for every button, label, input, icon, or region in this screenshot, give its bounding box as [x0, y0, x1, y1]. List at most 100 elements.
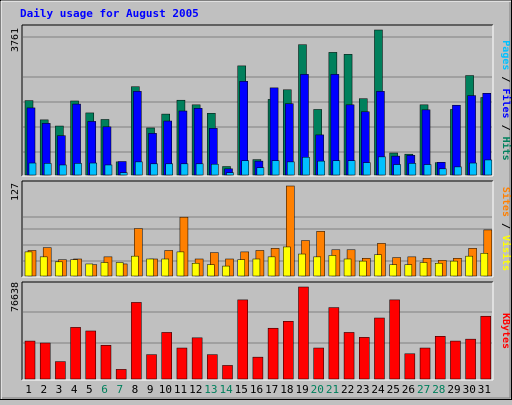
bar-pages	[302, 157, 310, 176]
x-tick-label: 20	[311, 383, 324, 396]
x-tick-label: 29	[447, 383, 460, 396]
x-tick-label: 24	[371, 383, 385, 396]
x-tick-label: 12	[189, 383, 202, 396]
bar-kbytes	[480, 315, 492, 380]
bar-pages	[135, 161, 143, 176]
bar-kbytes	[404, 353, 416, 380]
legend: KBytes	[500, 313, 511, 349]
bar-kbytes	[222, 365, 233, 380]
bar-kbytes	[237, 299, 248, 380]
bar-visits	[419, 262, 428, 277]
bar-visits	[39, 256, 48, 277]
x-tick-label: 18	[280, 383, 293, 396]
bar-visits	[328, 255, 337, 277]
x-tick-label: 11	[174, 383, 187, 396]
bar-pages	[74, 163, 82, 176]
bar-pages	[317, 160, 325, 176]
bar-pages	[165, 163, 173, 176]
bar-pages	[180, 163, 189, 176]
bar-kbytes	[389, 299, 400, 380]
bar-visits	[237, 259, 245, 277]
y-max-label: 127	[10, 183, 21, 201]
bar-pages	[256, 167, 265, 176]
chart-title: Daily usage for August 2005	[20, 7, 199, 20]
bar-kbytes	[283, 321, 294, 380]
bar-kbytes	[465, 338, 476, 380]
bar-kbytes	[298, 286, 309, 380]
bar-visits	[131, 255, 139, 277]
bar-pages	[408, 163, 417, 176]
x-tick-label: 28	[432, 383, 445, 396]
bar-visits	[404, 264, 413, 277]
bar-visits	[161, 258, 169, 277]
bar-pages	[271, 160, 280, 176]
x-tick-label: 30	[463, 383, 476, 396]
bar-kbytes	[70, 327, 81, 380]
bar-files	[330, 74, 340, 176]
bar-kbytes	[115, 369, 127, 380]
legend-item-sites: Sites	[500, 187, 512, 217]
bar-pages	[59, 164, 67, 176]
bar-kbytes	[161, 332, 172, 380]
y-max-label: 3761	[10, 28, 21, 52]
panel-visits-sites: 127 Sites / Visits	[10, 180, 512, 278]
x-tick-label: 2	[40, 383, 47, 396]
bar-files	[452, 104, 461, 176]
x-tick-label: 13	[204, 383, 217, 396]
bar-pages	[119, 172, 128, 176]
bar-kbytes	[313, 347, 324, 380]
bar-visits	[313, 256, 321, 277]
legend-separator: /	[500, 119, 511, 137]
bar-visits	[359, 260, 367, 277]
x-tick-label: 16	[250, 383, 263, 396]
x-tick-label: 5	[86, 383, 93, 396]
bar-kbytes	[374, 317, 385, 380]
bar-pages	[241, 160, 249, 176]
bar-pages	[484, 159, 493, 176]
bar-pages	[195, 163, 204, 176]
bar-pages	[438, 168, 447, 176]
bar-visits	[283, 246, 291, 277]
x-tick-label: 6	[101, 383, 108, 396]
bar-visits	[191, 262, 200, 277]
legend: Pages / Files / Hits	[500, 40, 512, 160]
bar-pages	[378, 156, 386, 176]
legend: Sites / Visits	[500, 187, 512, 271]
bar-pages	[423, 164, 432, 176]
bar-pages	[454, 166, 462, 176]
bar-kbytes	[267, 327, 279, 380]
bar-pages	[363, 162, 371, 176]
legend-item-files: Files	[500, 88, 512, 118]
bar-visits	[207, 264, 215, 277]
x-tick-label: 25	[387, 383, 400, 396]
bar-visits	[176, 251, 185, 277]
x-axis-labels: 1 2 3 4 5 6 7 8 9 10 11 12 13 14 15 16 17 18 19 20 21 22 23 24 2…	[25, 383, 491, 396]
bar-visits	[85, 263, 94, 277]
x-tick-label: 1	[25, 383, 32, 396]
x-tick-label: 15	[235, 383, 248, 396]
x-tick-label: 4	[71, 383, 78, 396]
bar-visits	[480, 253, 489, 277]
bar-kbytes	[207, 354, 218, 380]
x-tick-label: 21	[326, 383, 339, 396]
bar-kbytes	[191, 337, 203, 380]
bar-pages	[43, 163, 52, 176]
panel-background	[22, 25, 493, 176]
legend-item-visits: Visits	[500, 235, 512, 271]
bar-visits	[389, 264, 397, 277]
bar-visits	[374, 254, 382, 277]
x-tick-label: 19	[295, 383, 308, 396]
x-tick-label: 27	[417, 383, 430, 396]
bar-visits	[252, 258, 261, 277]
bar-pages	[469, 162, 477, 176]
x-tick-label: 9	[147, 383, 154, 396]
bar-kbytes	[450, 340, 461, 380]
bar-kbytes	[176, 347, 188, 380]
bar-kbytes	[24, 340, 36, 380]
y-max-label: 76638	[10, 282, 21, 312]
bar-kbytes	[359, 337, 370, 380]
bar-pages	[211, 163, 219, 176]
bar-visits	[222, 265, 230, 277]
bar-kbytes	[419, 347, 431, 380]
